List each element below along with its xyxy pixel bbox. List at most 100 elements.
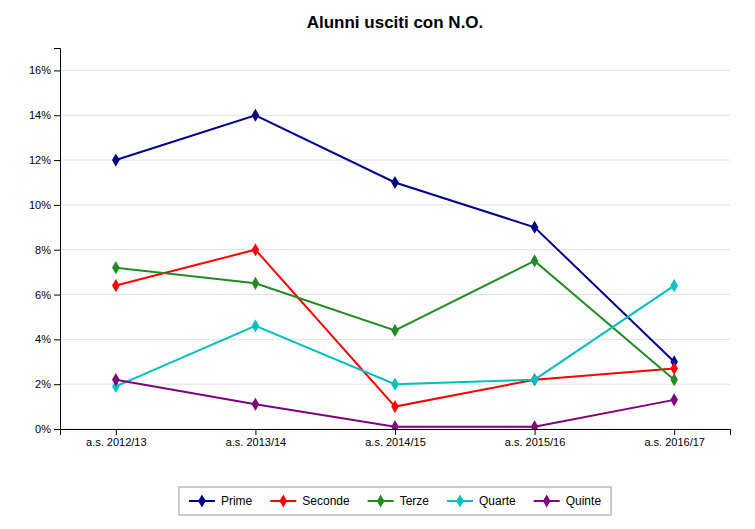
series-marker [112,153,120,166]
x-tick-mark [395,429,396,435]
series-line [116,250,674,407]
x-tick-mark [255,429,256,435]
legend-item: Quarte [447,494,516,508]
grid-line [60,249,730,250]
series-marker [112,373,120,386]
series-marker [391,324,399,337]
series-marker [112,261,120,274]
series [112,243,678,413]
series-marker [531,254,539,267]
series-line [116,115,674,362]
series-marker [252,109,260,122]
x-tick: a.s. 2014/15 [365,429,426,448]
legend-item: Terze [368,494,430,508]
legend-marker [456,494,464,507]
legend-box [179,487,611,515]
y-tick: 10% [29,199,60,211]
y-tick-mark [54,339,60,340]
x-tick: a.s. 2013/14 [226,429,287,448]
series-marker [252,319,260,332]
grid [60,70,730,429]
y-tick: 4% [35,333,60,345]
legend-item: Seconde [270,494,350,508]
plot: 0%2%4%6%8%10%12%14%16%a.s. 2012/13a.s. 2… [29,49,731,448]
series [112,109,678,369]
series-marker [531,221,539,234]
x-tick: a.s. 2016/17 [644,429,705,448]
y-tick-mark [54,70,60,71]
series [112,254,678,386]
x-axis: a.s. 2012/13 a.s. 2013/14 a.s. 2014/15 a.s.… [61,429,731,448]
legend-marker [198,494,206,507]
series-marker [391,378,399,391]
y-tick: 16% [29,64,60,76]
series-line [116,380,674,427]
legend-label: Prime [221,494,253,508]
y-tick: 0% [35,423,60,435]
y-tick-mark [54,250,60,251]
y-tick-mark [54,295,60,296]
legend: Prime Seconde Terze Quarte Quinte [179,487,611,515]
title: Alunni usciti con N.O. [307,13,484,32]
y-tick-mark [54,205,60,206]
legend-item: Quinte [534,494,602,508]
y-tick-label: 16% [29,64,51,76]
x-tick-mark [674,429,675,435]
legend-label: Seconde [302,494,350,508]
y-tick: 6% [35,289,60,301]
x-tick-mark [535,429,536,435]
x-tick-label: a.s. 2013/14 [226,436,287,448]
y-tick-label: 0% [35,423,51,435]
legend-label: Terze [400,494,430,508]
series-marker [670,373,678,386]
x-axis-line [61,430,731,436]
series-marker [252,398,260,411]
series-marker [252,277,260,290]
legend-marker [543,494,551,507]
legend-marker [279,494,287,507]
series-marker [531,420,539,429]
x-tick-label: a.s. 2016/17 [644,436,705,448]
legend-item: Prime [189,494,253,508]
y-tick: 2% [35,378,60,390]
x-tick-label: a.s. 2015/16 [505,436,566,448]
x-tick-mark [116,429,117,435]
y-tick-mark [54,384,60,385]
x-tick-label: a.s. 2014/15 [365,436,426,448]
y-axis: 0% 2% 4% 6% 8% 10% 12% 14% 16% [29,49,61,436]
y-tick-mark [54,429,60,430]
series-line [116,286,674,387]
legend-marker [377,494,385,507]
series [112,279,678,393]
marks [112,109,678,429]
y-tick-mark [54,115,60,116]
series-marker [112,279,120,292]
grid-line [60,204,730,205]
series-marker [670,393,678,406]
legend-label: Quarte [479,494,516,508]
x-tick-label: a.s. 2012/13 [86,436,147,448]
series-marker [670,362,678,375]
series-marker [252,243,260,256]
series-marker [531,373,539,386]
series-line [116,261,674,380]
y-tick: 12% [29,154,60,166]
y-tick-label: 10% [29,199,51,211]
series-marker [531,373,539,386]
series-marker [670,279,678,292]
grid-line [60,115,730,116]
grid-line [60,160,730,161]
y-tick-label: 8% [35,244,51,256]
y-tick-label: 6% [35,289,51,301]
y-axis-line [54,49,61,430]
y-tick-label: 2% [35,378,51,390]
y-tick-mark [54,160,60,161]
y-tick: 8% [35,244,60,256]
series-marker [391,420,399,429]
y-tick: 14% [29,109,60,121]
series [112,373,678,429]
y-tick-label: 14% [29,109,51,121]
x-tick: a.s. 2015/16 [505,429,566,448]
chart: 0%2%4%6%8%10%12%14%16%a.s. 2012/13a.s. 2… [0,0,755,529]
x-tick: a.s. 2012/13 [86,429,147,448]
